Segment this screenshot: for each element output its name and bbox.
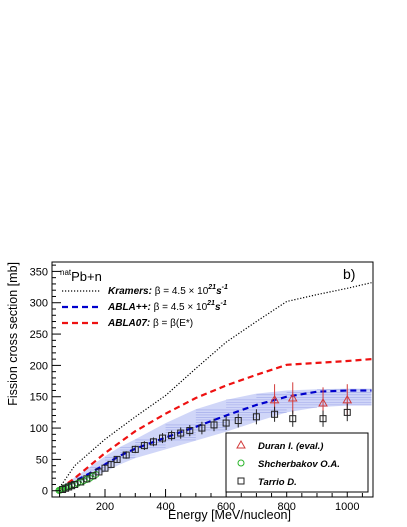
y-tick-label: 50	[36, 454, 48, 466]
tarrio-d-point	[177, 429, 185, 437]
legend-formula-exponent: 21	[207, 284, 216, 291]
legend-formula: β = 4.5 × 10	[154, 302, 208, 313]
tarrio-d-legend-label: Tarrio D.	[258, 477, 297, 488]
abla-legend-label: ABLA++: β = 4.5 × 1021s-1	[107, 300, 227, 313]
duran-i-eval-point	[269, 394, 280, 404]
legend-series-name: ABLA++:	[107, 302, 154, 313]
tarrio-d-point	[101, 464, 109, 472]
shcherbakov-o-a-legend-marker	[237, 459, 245, 467]
duran-i-eval-point	[287, 392, 298, 402]
tarrio-d-point	[113, 455, 121, 463]
kramers-series-line	[59, 282, 372, 488]
legend-formula-unit: s	[216, 286, 222, 297]
points-legend: Duran I. (eval.) Shcherbakov O.A. Tarrio D…	[225, 432, 369, 493]
axis-layer: 200 400 600 800 1000 0 50 100 150 200 250 300 350	[30, 264, 363, 513]
tarrio-d-point	[210, 421, 218, 429]
kramers-legend-label: Kramers: β = 4.5 × 1021s-1	[108, 284, 228, 297]
legend-formula: β = 4.5 × 10	[155, 286, 209, 297]
nuclear-system-annotation: natPb+n	[60, 268, 102, 284]
abla07-series-line	[58, 358, 372, 490]
tarrio-d-point	[198, 424, 206, 432]
tarrio-d-point	[122, 451, 130, 459]
tarrio-d-point	[271, 410, 279, 418]
tarrio-d-point	[234, 417, 242, 425]
legend-series-name: ABLA07:	[107, 318, 153, 329]
duran-i-eval-point	[318, 397, 328, 407]
legend-formula-unit: s	[215, 302, 221, 313]
x-tick-label: 400	[156, 501, 174, 513]
tarrio-d-point	[252, 413, 260, 421]
y-axis-label: Fission cross section [mb]	[6, 262, 20, 406]
duran-i-eval-point	[342, 394, 353, 404]
data-points-layer	[55, 382, 353, 494]
points-legend-box	[225, 432, 369, 493]
legend-formula: β = β(E*)	[153, 318, 193, 329]
y-tick-label: 150	[30, 392, 48, 404]
annotation-superscript: nat	[60, 268, 72, 277]
tarrio-d-point	[131, 445, 139, 453]
x-tick-label: 1000	[335, 501, 359, 513]
x-tick-label: 600	[217, 501, 235, 513]
tarrio-d-point	[319, 415, 327, 423]
duran-i-eval-legend-label: Duran I. (eval.)	[258, 441, 323, 452]
y-tick-label: 250	[30, 329, 48, 341]
legend-formula-exponent: 21	[206, 300, 215, 307]
tarrio-d-point	[222, 419, 230, 427]
tarrio-d-point	[186, 427, 194, 435]
legend-formula-unit-exponent: -1	[221, 300, 227, 307]
tarrio-d-point	[140, 442, 148, 450]
y-tick-label: 350	[30, 266, 48, 278]
abla07-legend-label: ABLA07: β = β(E*)	[107, 318, 193, 329]
legend-formula-unit-exponent: -1	[222, 284, 228, 291]
y-tick-label: 300	[30, 298, 48, 310]
x-axis-label: Energy [MeV/nucleon]	[168, 508, 291, 522]
legend-series-name: Kramers:	[108, 286, 155, 297]
tarrio-d-point	[149, 438, 157, 446]
y-tick-label: 100	[30, 423, 48, 435]
y-tick-label: 0	[42, 486, 48, 498]
panel-label: b)	[343, 266, 355, 282]
x-tick-label: 800	[278, 501, 296, 513]
duran-i-eval-legend-marker	[236, 439, 246, 449]
x-tick-label: 200	[96, 501, 114, 513]
tarrio-d-point	[168, 432, 176, 440]
tarrio-d-point	[159, 434, 167, 442]
plot-frame	[51, 261, 374, 498]
tarrio-d-legend-marker	[237, 477, 245, 485]
abla-uncertainty-band	[59, 388, 372, 491]
points-legend-entries: Duran I. (eval.) Shcherbakov O.A. Tarrio D…	[236, 439, 340, 488]
tarrio-d-point	[289, 415, 297, 423]
shcherbakov-o-a-legend-label: Shcherbakov O.A.	[258, 459, 340, 470]
annotation-main: Pb+n	[71, 269, 102, 284]
y-tick-label: 200	[30, 360, 48, 372]
tarrio-d-point	[95, 468, 103, 476]
tarrio-d-point	[107, 460, 115, 468]
tarrio-d-point	[89, 472, 97, 480]
tarrio-d-point	[343, 408, 351, 416]
